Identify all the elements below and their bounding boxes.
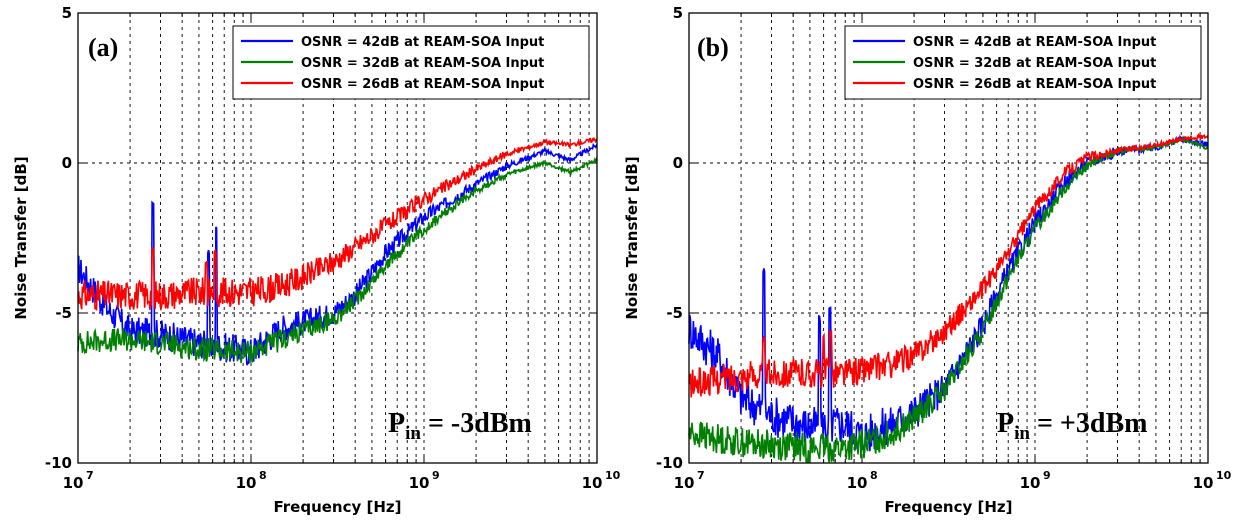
x-tick-exponent: 9 xyxy=(432,469,440,482)
x-tick-label: 10 xyxy=(236,474,257,492)
legend-entry-label: OSNR = 42dB at REAM-SOA Input xyxy=(301,35,544,50)
series-line-osnr-32 xyxy=(77,156,598,364)
legend-entry-label: OSNR = 26dB at REAM-SOA Input xyxy=(913,77,1156,92)
x-tick-label: 10 xyxy=(63,474,84,492)
x-tick-label: 10 xyxy=(409,474,430,492)
x-tick-label: 10 xyxy=(674,474,695,492)
y-tick-label: 5 xyxy=(62,4,72,22)
legend-entry-label: OSNR = 32dB at REAM-SOA Input xyxy=(913,56,1156,71)
x-tick-label: 10 xyxy=(847,474,868,492)
x-tick-exponent: 8 xyxy=(870,469,878,482)
axes-box xyxy=(688,12,1209,464)
x-tick-label: 10 xyxy=(1193,474,1214,492)
x-tick-exponent: 10 xyxy=(605,469,621,482)
x-tick-exponent: 7 xyxy=(697,469,705,482)
power-annotation-sub: in xyxy=(405,423,421,444)
x-tick-exponent: 8 xyxy=(259,469,267,482)
panel-label: (a) xyxy=(88,33,118,62)
power-annotation-main: P xyxy=(388,408,405,439)
power-annotation: Pin = +3dBm xyxy=(997,408,1147,444)
legend-entry-label: OSNR = 26dB at REAM-SOA Input xyxy=(301,77,544,92)
legend-entry-label: OSNR = 42dB at REAM-SOA Input xyxy=(913,35,1156,50)
series-line-osnr-26 xyxy=(688,133,1209,398)
y-tick-label: 0 xyxy=(673,154,683,172)
x-axis-label: Frequency [Hz] xyxy=(273,498,401,516)
power-annotation-value: = +3dBm xyxy=(1030,408,1147,439)
y-tick-label: -5 xyxy=(55,304,72,322)
y-tick-label: -10 xyxy=(45,454,72,472)
x-tick-exponent: 10 xyxy=(1216,469,1232,482)
power-annotation-value: = -3dBm xyxy=(421,408,532,439)
x-axis-label: Frequency [Hz] xyxy=(884,498,1012,516)
x-tick-label: 10 xyxy=(582,474,603,492)
y-tick-label: -10 xyxy=(656,454,683,472)
y-axis-label: Noise Transfer [dB] xyxy=(623,156,641,319)
y-tick-label: 0 xyxy=(62,154,72,172)
power-annotation: Pin = -3dBm xyxy=(388,408,532,444)
axes-box xyxy=(77,12,598,464)
series-line-osnr-26 xyxy=(77,136,598,312)
power-annotation-main: P xyxy=(997,408,1014,439)
y-tick-label: -5 xyxy=(666,304,683,322)
power-annotation-sub: in xyxy=(1014,423,1030,444)
legend: OSNR = 42dB at REAM-SOA Input OSNR = 32dB… xyxy=(232,25,590,100)
x-tick-label: 10 xyxy=(1020,474,1041,492)
panel-label: (b) xyxy=(697,33,729,62)
legend: OSNR = 42dB at REAM-SOA Input OSNR = 32dB… xyxy=(844,25,1202,100)
series-line-osnr-42 xyxy=(77,142,598,366)
x-tick-exponent: 9 xyxy=(1043,469,1051,482)
y-axis-label: Noise Transfer [dB] xyxy=(12,156,30,319)
x-tick-exponent: 7 xyxy=(86,469,94,482)
y-tick-label: 5 xyxy=(673,4,683,22)
legend-entry-label: OSNR = 32dB at REAM-SOA Input xyxy=(301,56,544,71)
